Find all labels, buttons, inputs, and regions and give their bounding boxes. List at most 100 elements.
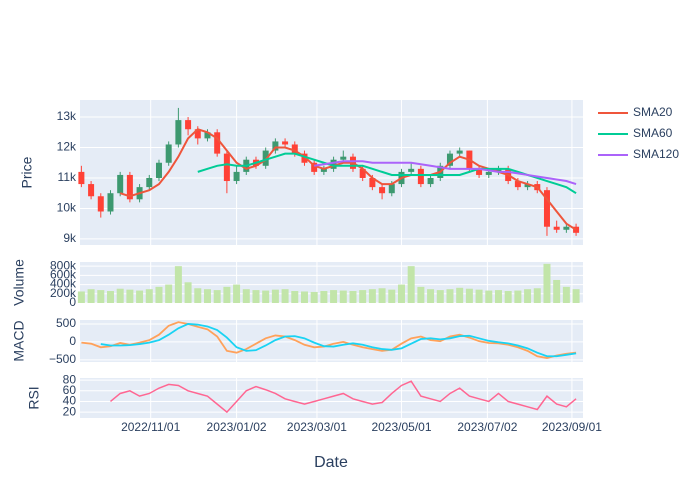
legend-label[interactable]: SMA20	[633, 105, 673, 119]
y-tick-label: 200k	[50, 286, 77, 300]
volume-bar	[456, 287, 464, 303]
y-axis-title: Price	[19, 156, 35, 188]
candle-body	[214, 132, 221, 154]
volume-bar	[504, 291, 512, 303]
x-tick-label: 2023/01/02	[207, 420, 267, 434]
y-tick-label: −500	[49, 352, 76, 366]
volume-bar	[553, 279, 561, 303]
volume-bar	[126, 289, 134, 303]
volume-bar	[116, 288, 124, 303]
volume-bar	[174, 266, 182, 303]
volume-bar	[330, 290, 338, 303]
volume-bar	[271, 289, 279, 303]
y-axis-title: Volume	[11, 259, 27, 306]
volume-bar	[203, 289, 211, 303]
volume-bar	[106, 291, 114, 303]
x-tick-label: 2023/09/01	[542, 420, 602, 434]
candle-body	[311, 162, 318, 172]
candle-body	[88, 184, 95, 197]
candle-body	[485, 171, 492, 175]
candle-body	[97, 196, 104, 212]
candle-body	[165, 144, 172, 163]
volume-bar	[378, 288, 386, 303]
candle-body	[146, 177, 153, 188]
candle-body	[155, 162, 162, 178]
volume-bar	[417, 286, 425, 303]
candle-body	[282, 141, 289, 145]
volume-bar	[543, 263, 551, 303]
candle-body	[495, 168, 502, 172]
candle-body	[417, 168, 424, 185]
volume-bar	[465, 288, 473, 303]
candle-body	[78, 171, 85, 185]
y-tick-label: 600k	[50, 268, 77, 282]
volume-bar	[359, 290, 367, 303]
volume-bar	[155, 286, 163, 303]
y-tick-label: 800k	[50, 258, 77, 272]
sma-line	[314, 160, 577, 186]
volume-bar	[397, 284, 405, 303]
volume-bar	[407, 266, 415, 303]
candle-body	[340, 156, 347, 160]
candle-body	[427, 177, 434, 185]
volume-bar	[524, 289, 532, 303]
volume-bar	[562, 286, 570, 303]
volume-bar	[291, 291, 299, 303]
x-tick-label: 2022/11/01	[121, 420, 180, 434]
candle-body	[359, 168, 366, 178]
volume-bar	[446, 289, 454, 303]
candle-body	[379, 187, 386, 194]
legend-label[interactable]: SMA60	[633, 126, 673, 140]
volume-bar	[572, 289, 580, 303]
candle-body	[446, 153, 453, 166]
volume-bar	[184, 282, 192, 303]
volume-bar	[281, 289, 289, 303]
y-axis-title: MACD	[11, 320, 27, 361]
candle-body	[388, 184, 395, 194]
y-tick-label: 500	[56, 316, 76, 330]
candle-body	[320, 168, 327, 172]
sma-line	[197, 152, 577, 195]
candle-body	[233, 171, 240, 182]
y-tick-label: 0	[69, 295, 76, 309]
volume-bar	[320, 291, 328, 303]
y-tick-label: 0	[69, 334, 76, 348]
x-axis-title: Date	[314, 454, 348, 471]
candle-body	[369, 177, 376, 188]
volume-bar	[242, 289, 250, 303]
candle-body	[117, 174, 124, 194]
volume-bar	[223, 286, 231, 303]
candle-body	[514, 181, 521, 188]
volume-bar	[262, 290, 270, 303]
plot-background	[80, 378, 583, 418]
volume-bar	[436, 290, 444, 303]
volume-bar	[252, 290, 260, 303]
volume-bar	[136, 290, 144, 303]
volume-bar	[97, 290, 105, 303]
candle-body	[330, 159, 337, 169]
legend-label[interactable]: SMA120	[633, 147, 679, 161]
candle-body	[456, 150, 463, 154]
volume-bar	[194, 288, 202, 303]
volume-bar	[514, 290, 522, 303]
candle-body	[573, 226, 580, 233]
candle-body	[223, 153, 230, 182]
volume-bar	[165, 284, 173, 303]
y-tick-label: 12k	[57, 140, 77, 154]
x-tick-label: 2023/05/01	[371, 420, 431, 434]
candle-body	[524, 184, 531, 188]
volume-bar	[388, 289, 396, 303]
volume-bar	[475, 289, 483, 303]
candle-body	[185, 120, 192, 130]
volume-bar	[485, 290, 493, 303]
volume-bar	[77, 291, 85, 303]
candle-body	[563, 226, 570, 230]
y-tick-label: 13k	[57, 109, 77, 123]
volume-bar	[349, 291, 357, 303]
y-tick-label: 80	[63, 372, 77, 386]
volume-bar	[494, 290, 502, 303]
volume-bar	[533, 288, 541, 303]
candle-body	[291, 144, 298, 154]
